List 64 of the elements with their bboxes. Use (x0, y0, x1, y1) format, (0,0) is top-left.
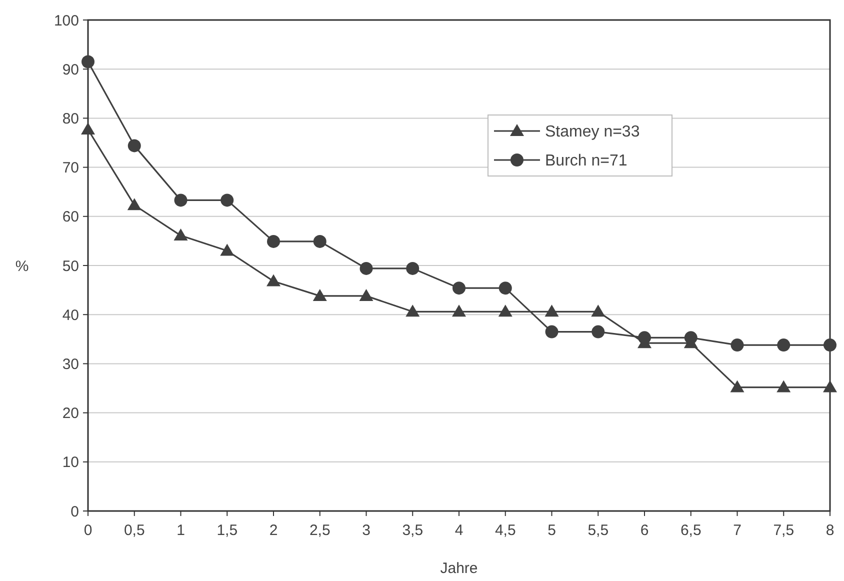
y-tick-label: 10 (62, 454, 79, 472)
point (776, 380, 791, 392)
y-axis-title: % (15, 258, 29, 275)
x-axis-title: Jahre (440, 560, 478, 577)
y-tick-label: 20 (62, 405, 79, 422)
legend-label: Stamey n=33 (545, 124, 640, 141)
point (638, 331, 651, 344)
x-tick-label: 7,5 (773, 522, 794, 539)
y-tick-label: 40 (62, 306, 79, 324)
x-tick-label: 5 (548, 522, 556, 539)
point (591, 304, 606, 317)
point (127, 198, 142, 210)
x-tick-label: 6,5 (680, 522, 702, 539)
point (592, 325, 605, 338)
point (777, 338, 790, 352)
x-tick-label: 1 (176, 522, 185, 539)
point (406, 262, 420, 275)
legend-label: Burch n=71 (545, 152, 628, 170)
x-tick-label: 8 (826, 522, 834, 539)
y-tick-label: 70 (62, 160, 79, 177)
point (823, 380, 837, 392)
point (174, 228, 188, 241)
x-tick-label: 2 (269, 522, 278, 539)
point (730, 338, 744, 352)
y-tick-label: 90 (62, 61, 79, 78)
point (452, 282, 466, 295)
y-tick-label: 0 (70, 503, 79, 520)
point (312, 288, 327, 301)
point (360, 262, 373, 275)
x-tick-label: 0,5 (124, 522, 145, 539)
x-tick-label: 3 (362, 522, 370, 539)
point (359, 288, 374, 301)
point (128, 139, 141, 152)
x-tick-label: 4,5 (494, 522, 516, 539)
point (82, 55, 94, 68)
x-tick-label: 4 (454, 522, 464, 539)
point (544, 304, 559, 317)
x-tick-label: 0 (84, 522, 92, 539)
y-tick-label: 30 (62, 356, 79, 373)
point (81, 122, 95, 134)
point (452, 304, 466, 317)
point (684, 331, 698, 344)
point (730, 380, 744, 392)
y-tick-label: 80 (62, 110, 79, 128)
point (313, 234, 326, 248)
x-tick-label: 5,5 (588, 522, 609, 539)
x-tick-label: 1,5 (216, 522, 238, 539)
x-tick-label: 3,5 (402, 522, 424, 539)
point (174, 194, 188, 207)
point (498, 304, 512, 317)
point (220, 244, 234, 256)
point (498, 282, 512, 295)
x-tick-label: 2,5 (309, 522, 330, 539)
point (406, 304, 420, 317)
point (220, 194, 234, 207)
y-tick-label: 100 (54, 12, 79, 30)
point (545, 325, 558, 338)
x-tick-label: 6 (640, 522, 649, 539)
point (266, 274, 280, 286)
y-tick-label: 50 (62, 258, 79, 275)
point (267, 234, 280, 248)
point (824, 338, 836, 352)
y-tick-label: 60 (62, 208, 79, 226)
x-tick-label: 7 (733, 522, 742, 539)
